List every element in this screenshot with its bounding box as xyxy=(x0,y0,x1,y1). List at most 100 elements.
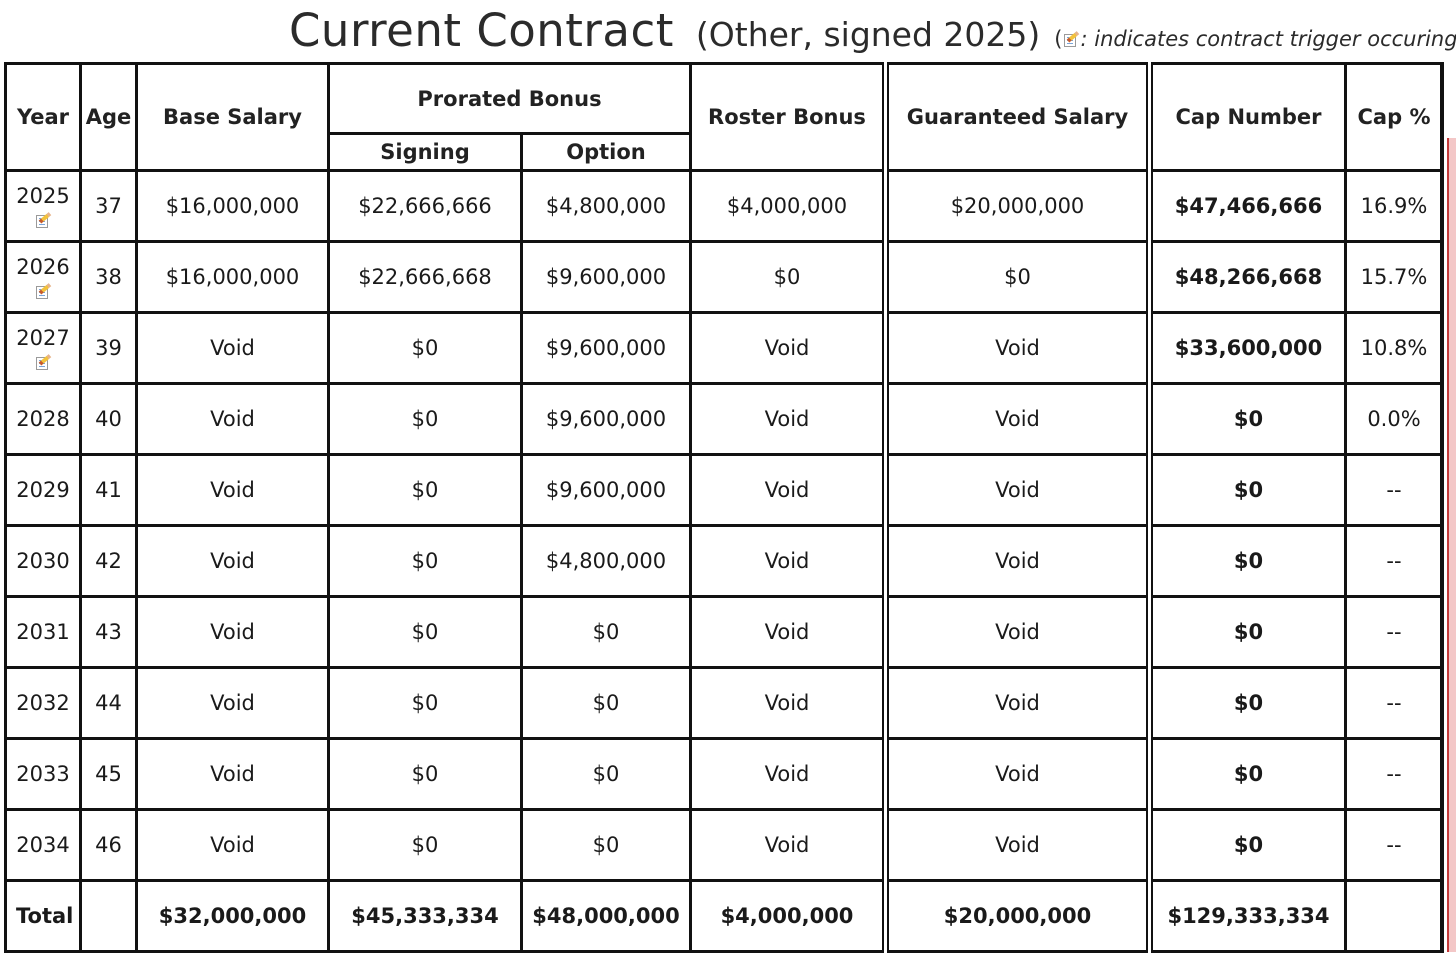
table-row: 2034 46 Void $0 $0 Void Void $0 -- xyxy=(4,808,1444,882)
table-row: 2028 40 Void $0 $9,600,000 Void Void $0 0.0% xyxy=(4,382,1444,456)
side-panel-edge xyxy=(1440,62,1456,952)
contract-trigger-icon xyxy=(34,283,52,301)
guaranteed-salary-cell: Void xyxy=(884,453,1153,527)
year-value: 2034 xyxy=(16,833,70,857)
age-cell: 44 xyxy=(79,666,138,740)
guaranteed-salary-cell: Void xyxy=(884,595,1153,669)
total-option-cell: $48,000,000 xyxy=(520,879,692,953)
total-label-cell: Total xyxy=(4,879,82,953)
age-cell: 42 xyxy=(79,524,138,598)
cap-pct-cell: 10.8% xyxy=(1344,311,1444,385)
base-salary-cell: Void xyxy=(135,311,330,385)
year-value: 2028 xyxy=(16,407,70,431)
guaranteed-salary-cell: Void xyxy=(884,311,1153,385)
totals-row: Total $32,000,000 $45,333,334 $48,000,000 $4… xyxy=(4,879,1444,953)
title-subtitle: (Other, signed 2025) xyxy=(695,15,1041,54)
base-salary-cell: Void xyxy=(135,808,330,882)
total-roster-bonus-cell: $4,000,000 xyxy=(689,879,889,953)
option-cell: $9,600,000 xyxy=(520,382,692,456)
cap-number-cell: $47,466,666 xyxy=(1148,169,1347,243)
total-age-cell xyxy=(79,879,138,953)
page-title: Current Contract (Other, signed 2025) (: i… xyxy=(289,4,1456,60)
base-salary-cell: Void xyxy=(135,666,330,740)
age-cell: 46 xyxy=(79,808,138,882)
year-cell: 2030 xyxy=(4,524,82,598)
roster-bonus-cell: Void xyxy=(689,524,889,598)
roster-bonus-cell: $0 xyxy=(689,240,889,314)
signing-cell: $0 xyxy=(327,808,523,882)
option-cell: $0 xyxy=(520,595,692,669)
legend-open-paren: ( xyxy=(1054,27,1063,51)
year-value: 2026 xyxy=(16,255,70,279)
signing-cell: $0 xyxy=(327,666,523,740)
header-prorated-bonus: Prorated Bonus xyxy=(327,62,692,135)
guaranteed-salary-cell: Void xyxy=(884,808,1153,882)
option-cell: $9,600,000 xyxy=(520,240,692,314)
option-cell: $9,600,000 xyxy=(520,453,692,527)
signing-cell: $0 xyxy=(327,382,523,456)
table-row: 2030 42 Void $0 $4,800,000 Void Void $0 -- xyxy=(4,524,1444,598)
cap-pct-cell: -- xyxy=(1344,595,1444,669)
guaranteed-salary-cell: Void xyxy=(884,737,1153,811)
age-cell: 38 xyxy=(79,240,138,314)
roster-bonus-cell: Void xyxy=(689,311,889,385)
cap-pct-cell: 0.0% xyxy=(1344,382,1444,456)
contract-trigger-icon xyxy=(34,354,52,372)
guaranteed-salary-cell: Void xyxy=(884,666,1153,740)
cap-pct-cell: -- xyxy=(1344,808,1444,882)
age-cell: 45 xyxy=(79,737,138,811)
cap-pct-cell: -- xyxy=(1344,737,1444,811)
cap-number-cell: $0 xyxy=(1148,808,1347,882)
option-cell: $0 xyxy=(520,808,692,882)
year-cell: 2032 xyxy=(4,666,82,740)
option-cell: $0 xyxy=(520,737,692,811)
roster-bonus-cell: Void xyxy=(689,382,889,456)
total-signing-cell: $45,333,334 xyxy=(327,879,523,953)
option-cell: $9,600,000 xyxy=(520,311,692,385)
year-cell: 2034 xyxy=(4,808,82,882)
age-cell: 43 xyxy=(79,595,138,669)
base-salary-cell: Void xyxy=(135,595,330,669)
year-cell: 2027 xyxy=(4,311,82,385)
option-cell: $4,800,000 xyxy=(520,524,692,598)
year-cell: 2029 xyxy=(4,453,82,527)
year-cell: 2031 xyxy=(4,595,82,669)
cap-number-cell: $33,600,000 xyxy=(1148,311,1347,385)
guaranteed-salary-cell: $0 xyxy=(884,240,1153,314)
signing-cell: $22,666,668 xyxy=(327,240,523,314)
total-cap-pct-cell xyxy=(1344,879,1444,953)
signing-cell: $0 xyxy=(327,453,523,527)
table-row: 2031 43 Void $0 $0 Void Void $0 -- xyxy=(4,595,1444,669)
table-row: 2027 39 Void $0 $9,600,000 Void Void $33,600,00… xyxy=(4,311,1444,385)
total-base-salary-cell: $32,000,000 xyxy=(135,879,330,953)
age-cell: 37 xyxy=(79,169,138,243)
age-cell: 39 xyxy=(79,311,138,385)
option-cell: $0 xyxy=(520,666,692,740)
base-salary-cell: Void xyxy=(135,453,330,527)
year-value: 2027 xyxy=(16,326,70,350)
year-cell: 2026 xyxy=(4,240,82,314)
header-year: Year xyxy=(4,62,82,172)
table-row: 2033 45 Void $0 $0 Void Void $0 -- xyxy=(4,737,1444,811)
header-base-salary: Base Salary xyxy=(135,62,330,172)
base-salary-cell: Void xyxy=(135,382,330,456)
signing-cell: $0 xyxy=(327,595,523,669)
age-cell: 41 xyxy=(79,453,138,527)
roster-bonus-cell: Void xyxy=(689,737,889,811)
header-guaranteed-salary: Guaranteed Salary xyxy=(884,62,1153,172)
year-cell: 2033 xyxy=(4,737,82,811)
contract-trigger-icon xyxy=(1062,31,1080,49)
year-value: 2033 xyxy=(16,762,70,786)
base-salary-cell: $16,000,000 xyxy=(135,169,330,243)
total-cap-number-cell: $129,333,334 xyxy=(1148,879,1347,953)
base-salary-cell: $16,000,000 xyxy=(135,240,330,314)
header-cap-pct: Cap % xyxy=(1344,62,1444,172)
year-cell: 2025 xyxy=(4,169,82,243)
guaranteed-salary-cell: Void xyxy=(884,524,1153,598)
base-salary-cell: Void xyxy=(135,524,330,598)
signing-cell: $0 xyxy=(327,737,523,811)
year-cell: 2028 xyxy=(4,382,82,456)
title-legend-note: (: indicates contract trigger occuring d… xyxy=(1054,27,1456,51)
cap-number-cell: $48,266,668 xyxy=(1148,240,1347,314)
title-main: Current Contract xyxy=(289,4,674,57)
